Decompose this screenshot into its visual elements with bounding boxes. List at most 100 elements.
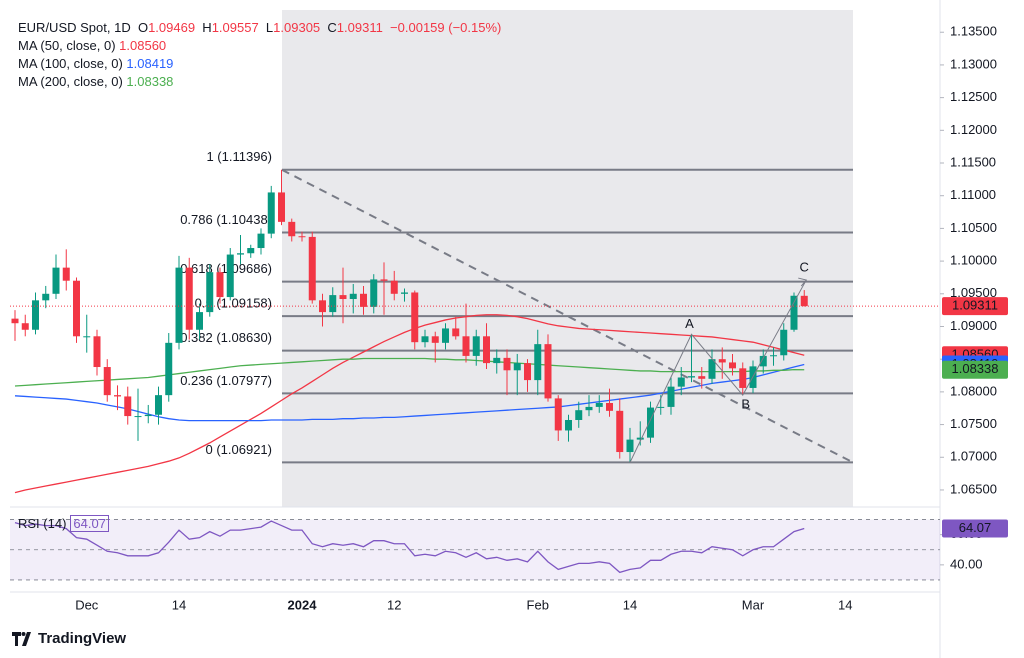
symbol: EUR/USD Spot, 1D: [18, 20, 131, 35]
ohlc-value: 1.09557: [211, 20, 259, 35]
candle-body: [165, 342, 173, 396]
ma-value: 1.08560: [119, 38, 167, 53]
rsi-legend: RSI (14) 64.07: [18, 515, 109, 532]
candle-body: [329, 295, 337, 313]
y-tick-label: 1.10000: [950, 253, 997, 268]
candle-body: [216, 272, 224, 298]
rsi-badge-bg: [942, 519, 1008, 538]
candle-body: [585, 406, 593, 411]
candle-body: [42, 293, 50, 301]
fib-label: 0.786 (1.10438): [180, 212, 272, 227]
candle-body: [349, 293, 357, 300]
ohlc-letter: L: [265, 20, 274, 35]
candle-body: [247, 248, 255, 254]
candle-body: [770, 355, 777, 357]
ma-row: MA (50, close, 0) 1.08560: [18, 37, 501, 55]
candle-body: [513, 363, 521, 371]
candle-body: [452, 328, 460, 337]
candle-body: [729, 362, 736, 369]
abc-pattern: [629, 279, 807, 463]
candle-body: [114, 395, 121, 397]
x-tick-label: 12: [387, 597, 401, 612]
candle-body: [524, 363, 531, 381]
candle-body: [759, 355, 767, 367]
candle-body: [554, 398, 562, 431]
fib-label: 0.5 (1.09158): [195, 296, 272, 311]
brand-name: TradingView: [38, 630, 127, 647]
y-tick-label: 1.12000: [950, 122, 997, 137]
ma-name: MA (50, close, 0): [18, 38, 116, 53]
y-tick-label: 1.10500: [950, 220, 997, 235]
pattern-label: C: [800, 260, 809, 275]
candle-body: [493, 357, 501, 364]
candle-body: [616, 410, 624, 453]
candle-body: [32, 300, 39, 330]
candle-body: [206, 272, 214, 313]
y-tick-label: 1.13500: [950, 24, 997, 39]
fib-label: 0.236 (1.07977): [180, 373, 272, 388]
candle-body: [708, 359, 716, 379]
x-tick-label: Feb: [527, 597, 549, 612]
candle-body: [11, 318, 19, 324]
candle-body: [298, 236, 306, 238]
candle-body: [626, 439, 634, 453]
ma-badge: 1.08338: [952, 361, 999, 376]
candle-body: [800, 295, 808, 307]
candle-body: [677, 377, 685, 387]
candle-body: [657, 406, 665, 408]
change: −0.00159 (−0.15%): [390, 20, 502, 35]
ohlc-value: 1.09305: [273, 20, 321, 35]
candle-body: [790, 295, 798, 330]
candle-body: [688, 376, 695, 378]
ma-badge-bg: [942, 360, 1008, 379]
ma-row: MA (200, close, 0) 1.08338: [18, 73, 501, 91]
candle-body: [390, 280, 398, 294]
fib-label: 0 (1.06921): [206, 442, 273, 457]
candle-body: [237, 253, 244, 255]
candle-body: [606, 402, 613, 411]
y-tick-label: 1.07000: [950, 449, 997, 464]
fib-trend-line: [281, 168, 854, 464]
ma-line: [14, 357, 805, 387]
candle-body: [647, 407, 654, 438]
candle-body: [144, 414, 152, 417]
candle-body: [83, 336, 91, 338]
y-tick-label: 1.07500: [950, 416, 997, 431]
candle-body: [360, 293, 367, 307]
x-tick-label: Dec: [75, 597, 99, 612]
rsi-badge: 64.07: [959, 520, 992, 535]
legend: EUR/USD Spot, 1D O1.09469 H1.09557 L1.09…: [18, 19, 501, 91]
candle-body: [93, 336, 101, 368]
candle-body: [636, 437, 644, 440]
candle-body: [472, 336, 480, 356]
candle-body: [411, 292, 419, 343]
candle-body: [278, 192, 285, 222]
abc-arrow: [798, 277, 808, 287]
x-tick-label: Mar: [742, 597, 765, 612]
candle-body: [534, 344, 542, 381]
candle-body: [257, 233, 265, 249]
y-tick-label: 1.13000: [950, 56, 997, 71]
rsi-value: 64.07: [70, 515, 109, 532]
candle-body: [103, 367, 111, 396]
x-tick-label: 14: [172, 597, 186, 612]
y-tick-label: 1.11000: [950, 187, 996, 202]
candle-body: [544, 344, 552, 399]
rsi-name: RSI (14): [18, 516, 67, 531]
ma-value: 1.08338: [126, 74, 174, 89]
candle-body: [155, 395, 162, 415]
candle-body: [339, 295, 347, 300]
candle-body: [718, 359, 726, 363]
x-tick-label: 14: [838, 597, 852, 612]
brand[interactable]: TradingView: [12, 630, 126, 647]
ohlc-value: 1.09311: [336, 20, 383, 35]
candle-body: [370, 279, 378, 307]
candle-body: [308, 236, 316, 301]
candle-body: [185, 267, 193, 330]
ma-name: MA (200, close, 0): [18, 74, 123, 89]
brand-logo: [12, 631, 31, 646]
y-tick-label: 1.09500: [950, 285, 997, 300]
candle-body: [421, 336, 429, 343]
candle-body: [698, 376, 706, 379]
